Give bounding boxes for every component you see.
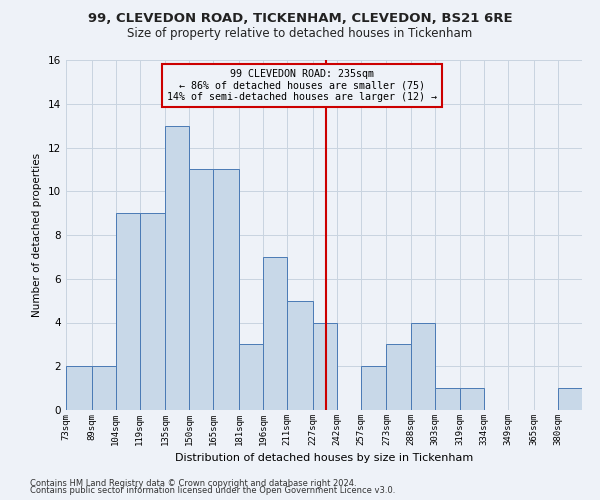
Bar	[460, 388, 484, 410]
Text: 99 CLEVEDON ROAD: 235sqm
← 86% of detached houses are smaller (75)
14% of semi-d: 99 CLEVEDON ROAD: 235sqm ← 86% of detach…	[167, 69, 437, 102]
Bar	[66, 366, 92, 410]
Text: 99, CLEVEDON ROAD, TICKENHAM, CLEVEDON, BS21 6RE: 99, CLEVEDON ROAD, TICKENHAM, CLEVEDON, …	[88, 12, 512, 26]
Bar	[190, 170, 214, 410]
Bar	[239, 344, 263, 410]
Text: Size of property relative to detached houses in Tickenham: Size of property relative to detached ho…	[127, 28, 473, 40]
Y-axis label: Number of detached properties: Number of detached properties	[32, 153, 43, 317]
Text: Contains HM Land Registry data © Crown copyright and database right 2024.: Contains HM Land Registry data © Crown c…	[30, 478, 356, 488]
Bar	[140, 213, 166, 410]
Bar	[410, 322, 434, 410]
Bar	[116, 213, 140, 410]
Text: Contains public sector information licensed under the Open Government Licence v3: Contains public sector information licen…	[30, 486, 395, 495]
Bar	[386, 344, 410, 410]
Bar	[287, 300, 313, 410]
Bar	[434, 388, 460, 410]
Bar	[558, 388, 582, 410]
Bar	[92, 366, 116, 410]
Bar	[263, 257, 287, 410]
X-axis label: Distribution of detached houses by size in Tickenham: Distribution of detached houses by size …	[175, 454, 473, 464]
Bar	[166, 126, 190, 410]
Bar	[361, 366, 386, 410]
Bar	[214, 170, 239, 410]
Bar	[313, 322, 337, 410]
